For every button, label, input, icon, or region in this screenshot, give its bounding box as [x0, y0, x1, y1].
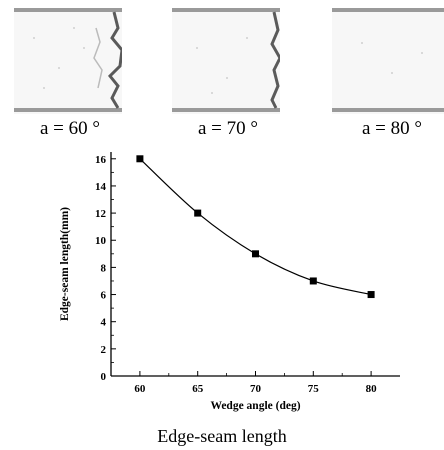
y-tick-label: 10 [95, 235, 107, 247]
specimen-photo-60-image [14, 8, 122, 114]
y-tick-label: 0 [101, 371, 107, 383]
specimen-photo-80-image [332, 8, 444, 114]
y-tick-label: 8 [101, 262, 107, 274]
specimen-photo-80 [332, 8, 444, 114]
x-tick-label: 75 [308, 383, 320, 395]
data-point-2 [252, 250, 259, 258]
series-line-0 [139, 158, 372, 296]
y-tick-label: 6 [101, 290, 107, 302]
x-tick-label: 60 [134, 383, 146, 395]
specimen-photo-70-image [172, 8, 280, 114]
photo-caption-80: a = 80 ° [362, 118, 422, 139]
figure-caption: Edge-seam length [157, 426, 287, 446]
y-axis-label: Edge-seam length(mm) [59, 207, 71, 321]
data-point-0 [136, 155, 144, 163]
y-tick-label: 16 [95, 154, 107, 166]
specimen-photo-60 [14, 8, 122, 114]
photo-caption-70: a = 70 ° [198, 118, 258, 139]
specimen-photo-70 [172, 8, 280, 114]
x-axis-label: Wedge angle (deg) [210, 400, 300, 412]
x-tick-label: 80 [366, 383, 378, 395]
y-tick-label: 2 [101, 344, 107, 356]
x-tick-label: 70 [250, 383, 262, 395]
photo-caption-60: a = 60 ° [40, 118, 100, 139]
x-tick-label: 65 [192, 383, 204, 395]
data-point-4 [367, 291, 375, 299]
y-tick-label: 4 [101, 317, 107, 329]
y-tick-label: 12 [95, 208, 107, 220]
data-point-1 [194, 209, 202, 217]
data-point-3 [309, 277, 317, 285]
y-tick-label: 14 [95, 181, 107, 193]
